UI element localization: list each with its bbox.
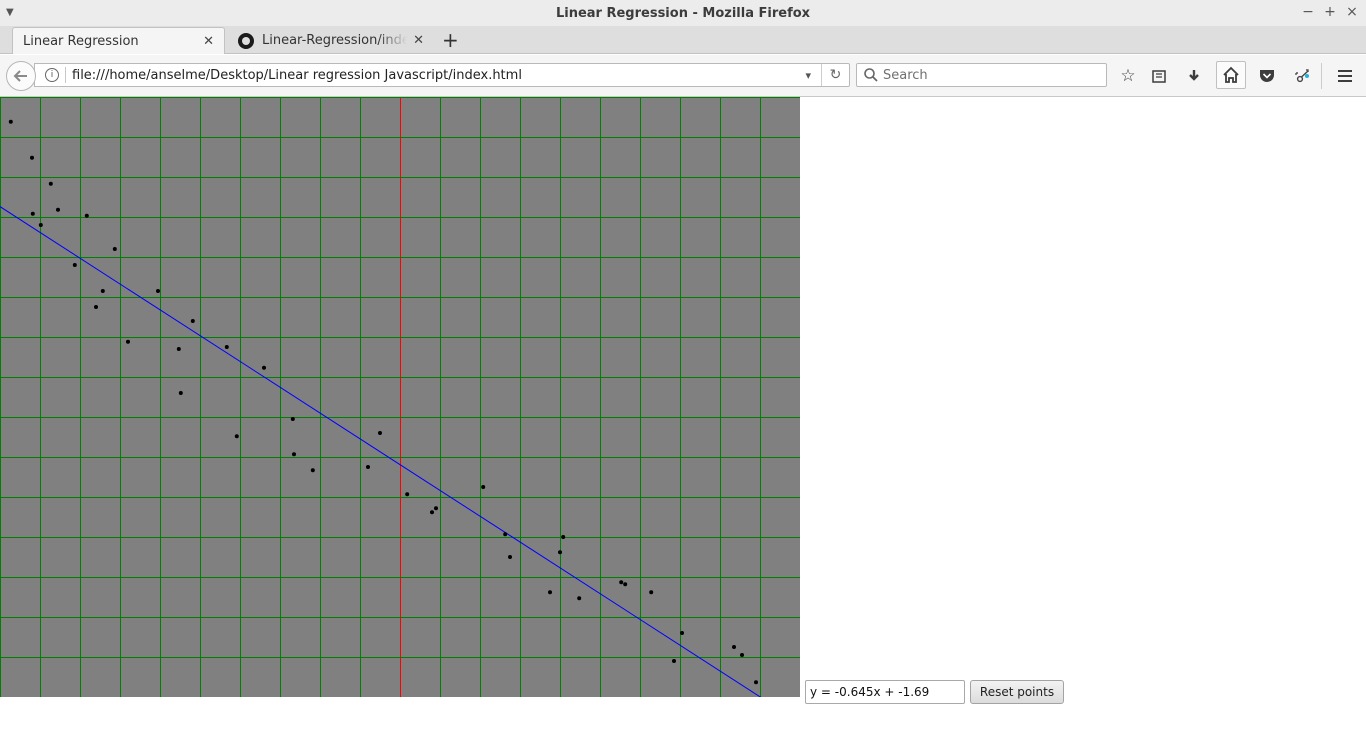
close-window-icon[interactable]: × <box>1346 4 1358 20</box>
toolbar-separator <box>1321 63 1322 89</box>
data-point <box>503 532 508 537</box>
page-content: Reset points <box>0 97 1366 743</box>
data-point <box>30 155 34 160</box>
data-point <box>112 247 117 251</box>
data-point <box>56 207 60 212</box>
data-point <box>619 580 624 585</box>
github-icon <box>238 32 254 49</box>
info-icon[interactable]: i <box>45 68 59 82</box>
window-titlebar: ▼ Linear Regression - Mozilla Firefox − … <box>0 0 1366 26</box>
regression-canvas[interactable] <box>0 97 800 697</box>
window-controls: − + × <box>1302 3 1358 21</box>
data-point <box>94 305 98 309</box>
data-point <box>84 213 89 218</box>
search-icon <box>864 68 878 82</box>
tab-github-index[interactable]: Linear-Regression/index.html ✕ <box>228 27 434 54</box>
bookmark-star-icon[interactable]: ☆ <box>1120 66 1136 86</box>
chevron-down-icon[interactable]: ▾ <box>805 68 811 82</box>
window-title: Linear Regression - Mozilla Firefox <box>555 5 811 21</box>
minimize-icon[interactable]: − <box>1302 4 1314 20</box>
tab-label: Linear-Regression/index.html <box>262 33 408 48</box>
url-text[interactable]: file:///home/anselme/Desktop/Linear regr… <box>72 67 522 83</box>
data-point <box>156 289 160 293</box>
library-icon[interactable] <box>1147 64 1171 88</box>
data-point <box>8 119 13 124</box>
home-icon <box>1223 66 1239 83</box>
data-point <box>649 590 654 595</box>
data-point <box>366 465 370 469</box>
url-bar[interactable]: i file:///home/anselme/Desktop/Linear re… <box>34 63 850 87</box>
data-point <box>290 417 295 421</box>
data-point <box>481 485 486 489</box>
arrow-left-icon <box>13 70 27 82</box>
data-point <box>292 452 296 457</box>
reset-points-button[interactable]: Reset points <box>970 680 1064 704</box>
data-point <box>378 431 382 435</box>
data-point <box>72 263 77 267</box>
data-point <box>548 590 552 595</box>
data-point <box>30 211 35 216</box>
search-input[interactable] <box>883 67 1083 83</box>
reload-icon[interactable]: ↻ <box>821 64 849 86</box>
data-point <box>310 468 315 473</box>
data-point <box>405 492 410 497</box>
back-button[interactable] <box>6 61 36 91</box>
close-tab-icon[interactable]: ✕ <box>203 33 214 49</box>
equation-field[interactable] <box>805 680 965 704</box>
data-point <box>224 345 229 349</box>
data-point <box>126 339 130 344</box>
new-tab-button[interactable]: + <box>442 28 459 52</box>
regression-line <box>0 206 762 697</box>
close-tab-icon[interactable]: ✕ <box>413 33 424 48</box>
navigation-toolbar: i file:///home/anselme/Desktop/Linear re… <box>0 55 1366 97</box>
maximize-icon[interactable]: + <box>1324 4 1336 20</box>
data-point <box>262 365 266 370</box>
window-menu-icon[interactable]: ▼ <box>6 7 14 18</box>
data-point <box>561 535 566 539</box>
data-point <box>732 645 736 649</box>
data-point <box>577 596 582 601</box>
data-point <box>234 434 239 439</box>
data-point <box>680 631 684 635</box>
url-separator <box>65 67 66 83</box>
data-point <box>48 181 53 186</box>
data-point <box>672 659 676 663</box>
data-point <box>558 550 562 555</box>
data-point <box>434 506 438 511</box>
tab-label: Linear Regression <box>23 33 139 49</box>
tab-strip: Linear Regression ✕ Linear-Regression/in… <box>0 26 1366 54</box>
download-icon[interactable] <box>1182 64 1206 88</box>
data-point <box>508 555 512 559</box>
hamburger-menu-icon[interactable] <box>1333 64 1357 88</box>
data-point <box>176 347 181 351</box>
data-point <box>754 680 758 685</box>
data-point <box>100 289 105 293</box>
search-bar[interactable] <box>856 63 1107 87</box>
data-point <box>623 582 628 587</box>
screenshot-icon[interactable] <box>1290 64 1314 88</box>
data-point <box>430 510 434 515</box>
data-point <box>740 653 744 657</box>
home-button[interactable] <box>1216 61 1246 89</box>
data-point <box>178 391 183 395</box>
tab-linear-regression[interactable]: Linear Regression ✕ <box>12 27 225 54</box>
data-point <box>38 223 43 227</box>
pocket-icon[interactable] <box>1255 64 1279 88</box>
data-point <box>190 319 195 323</box>
